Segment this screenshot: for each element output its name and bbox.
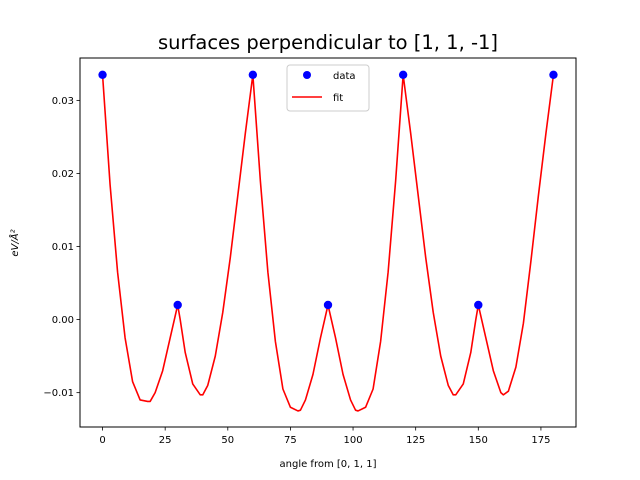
y-tick-label: 0.01	[52, 242, 74, 253]
x-tick-label: 0	[99, 435, 105, 446]
legend-data-marker	[303, 71, 311, 79]
data-point	[323, 300, 333, 310]
x-axis-label: angle from [0, 1, 1]	[280, 459, 377, 470]
legend-box	[286, 64, 370, 112]
data-point	[549, 70, 558, 80]
y-tick-label: 0.03	[52, 96, 74, 107]
data-point	[173, 300, 182, 310]
x-tick-label: 50	[221, 435, 234, 446]
x-tick-label: 125	[406, 435, 425, 446]
x-tick-label: 100	[344, 435, 363, 446]
x-tick-label: 75	[284, 435, 297, 446]
x-tick-label: 175	[531, 435, 550, 446]
x-axis: 0 25 50 75 100 125 150 175	[99, 427, 550, 446]
x-tick-label: 150	[469, 435, 488, 446]
y-tick-label: −0.01	[43, 388, 74, 399]
legend: data fit	[286, 64, 370, 112]
y-tick-label: 0.02	[52, 169, 74, 180]
data-point	[474, 300, 483, 310]
x-tick-label: 25	[159, 435, 172, 446]
legend-data-label: data	[333, 71, 356, 82]
data-point	[98, 70, 107, 80]
y-axis: −0.01 0.00 0.01 0.02 0.03	[43, 96, 80, 399]
y-tick-label: 0.00	[52, 315, 74, 326]
data-point	[248, 70, 258, 80]
legend-fit-label: fit	[333, 93, 343, 104]
data-point	[398, 70, 408, 80]
axes-frame	[79, 57, 577, 428]
plot-area	[98, 70, 558, 412]
chart-title: surfaces perpendicular to [1, 1, -1]	[158, 31, 498, 54]
y-axis-label: eV/Å²	[8, 229, 21, 256]
